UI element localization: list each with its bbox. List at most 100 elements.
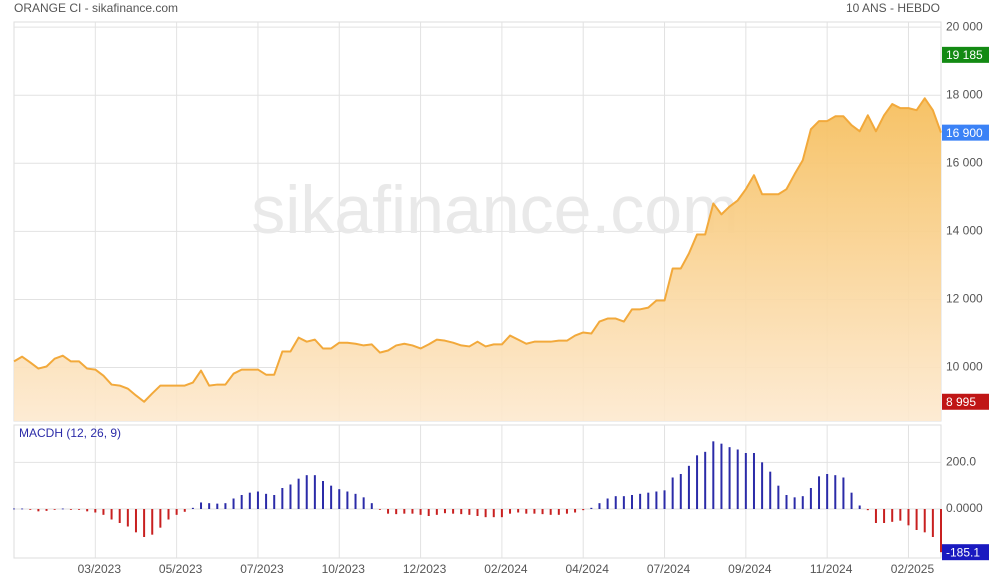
- bar: [338, 489, 341, 509]
- bar: [500, 509, 503, 518]
- bar: [476, 509, 479, 516]
- bar: [720, 443, 723, 509]
- bar: [736, 449, 739, 509]
- bar: [899, 509, 902, 521]
- price-badge: [942, 46, 989, 63]
- bar: [248, 492, 251, 509]
- y-tick-label: 16 000: [946, 155, 983, 169]
- bar: [655, 491, 658, 509]
- bar: [622, 496, 625, 509]
- x-tick-label: 07/2024: [647, 562, 691, 576]
- bar: [801, 496, 804, 509]
- bar: [232, 498, 235, 509]
- bar: [273, 495, 276, 509]
- bar: [191, 507, 194, 509]
- y-tick-label: 10 000: [946, 360, 983, 374]
- bar: [769, 471, 772, 509]
- bar: [777, 485, 780, 509]
- bar: [216, 503, 219, 509]
- bar: [793, 497, 796, 509]
- bar: [305, 475, 308, 509]
- bar: [874, 509, 877, 523]
- y-tick-label: 20 000: [946, 19, 983, 33]
- bar: [590, 507, 593, 509]
- bar: [419, 509, 422, 515]
- bar: [509, 509, 512, 514]
- bar: [313, 475, 316, 509]
- bar: [289, 484, 292, 509]
- watermark: sikafinance.com: [251, 172, 739, 248]
- bar: [354, 493, 357, 509]
- bar: [69, 509, 72, 510]
- area: [14, 98, 941, 421]
- bar: [102, 509, 105, 515]
- bar: [468, 509, 471, 515]
- bar: [151, 509, 154, 535]
- bar: [322, 481, 324, 509]
- bar: [29, 509, 32, 510]
- bar: [281, 488, 284, 509]
- bar: [224, 503, 227, 509]
- x-tick-label: 04/2024: [566, 562, 610, 576]
- bar: [842, 477, 845, 509]
- bar: [891, 509, 894, 522]
- bar: [45, 509, 48, 511]
- chart-subtitle: 10 ANS - HEBDO: [846, 1, 940, 15]
- bar: [175, 509, 178, 515]
- y-tick-label: 14 000: [946, 224, 983, 238]
- bar: [574, 509, 577, 513]
- y-tick-label: 0.0000: [946, 501, 983, 515]
- chart-title: ORANGE CI - sikafinance.com: [14, 1, 178, 15]
- bar: [557, 509, 560, 515]
- bar: [679, 474, 682, 509]
- bar: [826, 474, 829, 509]
- bar: [631, 495, 633, 509]
- bar: [110, 509, 113, 520]
- macd-title: MACDH (12, 26, 9): [19, 426, 121, 440]
- bar: [744, 453, 747, 509]
- x-tick-label: 07/2023: [240, 562, 284, 576]
- bar: [183, 509, 186, 512]
- x-tick-label: 03/2023: [78, 562, 122, 576]
- bar: [915, 509, 918, 530]
- bar: [517, 509, 520, 513]
- bar: [533, 509, 536, 514]
- bar: [387, 509, 390, 514]
- price-badge: [942, 393, 989, 410]
- x-tick-label: 02/2024: [484, 562, 528, 576]
- y-tick-label: 200.0: [946, 455, 976, 469]
- bar: [492, 509, 495, 518]
- bar: [265, 493, 268, 509]
- bar: [460, 509, 463, 515]
- bar: [549, 509, 552, 515]
- bar: [809, 488, 812, 509]
- bar: [834, 475, 837, 509]
- bar: [940, 509, 942, 553]
- bar: [452, 509, 455, 514]
- bar: [134, 509, 137, 533]
- bar: [94, 509, 97, 513]
- bar: [923, 509, 926, 533]
- price-badge-label: 16 900: [946, 126, 983, 140]
- bar: [647, 492, 650, 509]
- bar: [866, 509, 869, 511]
- bar: [728, 447, 731, 509]
- bar: [712, 441, 715, 509]
- bar: [240, 495, 243, 509]
- bar: [143, 509, 146, 537]
- bar: [907, 509, 910, 526]
- bar: [525, 509, 528, 514]
- bar: [785, 495, 788, 509]
- macd-panel: [13, 424, 942, 559]
- bar: [696, 455, 699, 509]
- price-badge: [942, 124, 989, 141]
- bar: [598, 503, 601, 509]
- bar: [704, 451, 707, 509]
- bar: [761, 462, 764, 509]
- x-tick-label: 10/2023: [322, 562, 366, 576]
- bar: [208, 503, 211, 509]
- x-tick-label: 09/2024: [728, 562, 772, 576]
- x-tick-label: 11/2024: [810, 562, 853, 576]
- bar: [663, 490, 666, 509]
